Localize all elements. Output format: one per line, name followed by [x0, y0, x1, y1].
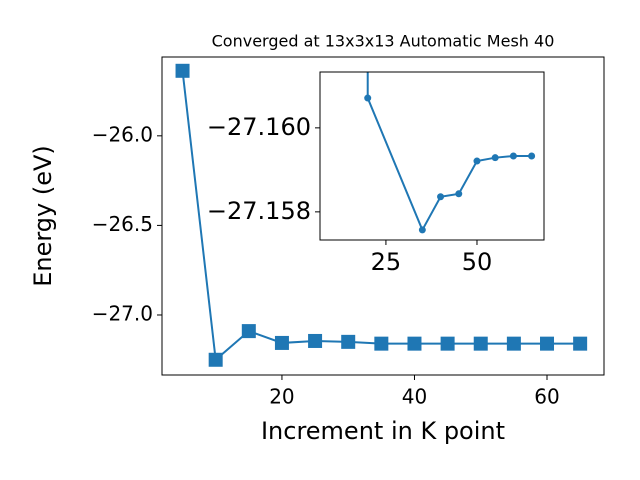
marker — [175, 63, 190, 78]
marker — [308, 333, 323, 348]
y-tick-label: −27.0 — [92, 301, 153, 325]
chart-title: Converged at 13x3x13 Automatic Mesh 40 — [212, 32, 555, 51]
y-axis-label: Energy (eV) — [29, 145, 57, 287]
x-tick-label: 25 — [371, 248, 402, 276]
x-axis-label: Increment in K point — [261, 417, 505, 445]
marker — [437, 193, 445, 201]
axes-frame — [161, 56, 605, 376]
marker — [440, 336, 455, 351]
plot-clip — [364, 72, 536, 234]
marker — [407, 336, 422, 351]
y-tick-label: −27.158 — [207, 197, 311, 225]
marker — [208, 352, 223, 367]
marker — [509, 152, 517, 160]
marker — [418, 226, 426, 234]
x-tick-label: 20 — [269, 385, 294, 409]
axes-frame — [319, 71, 545, 241]
marker — [274, 335, 289, 350]
marker — [540, 336, 555, 351]
plot-clip — [175, 63, 588, 367]
x-tick-label: 50 — [462, 248, 493, 276]
marker — [573, 336, 588, 351]
marker — [364, 94, 372, 102]
x-tick-label: 40 — [402, 385, 427, 409]
marker — [473, 157, 481, 165]
marker — [374, 336, 389, 351]
marker — [491, 154, 499, 162]
y-tick-label: −27.160 — [207, 113, 311, 141]
y-tick-label: −26.0 — [92, 122, 153, 146]
marker — [455, 190, 463, 198]
marker — [341, 334, 356, 349]
marker — [528, 152, 536, 160]
x-tick-label: 60 — [534, 385, 559, 409]
marker — [473, 336, 488, 351]
marker — [241, 324, 256, 339]
y-tick-label: −26.5 — [92, 212, 153, 236]
marker — [506, 336, 521, 351]
